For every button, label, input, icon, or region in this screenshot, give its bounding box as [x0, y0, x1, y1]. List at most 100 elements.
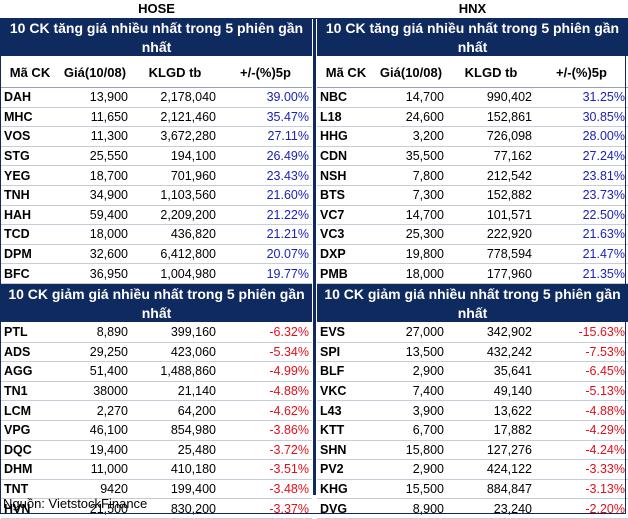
- change-cell: 20.07%: [219, 244, 312, 265]
- volume-cell: 101,571: [447, 205, 535, 226]
- change-cell: -3.48%: [219, 479, 312, 500]
- price-cell: 2,900: [375, 361, 447, 382]
- price-cell: 2,900: [375, 459, 447, 480]
- table-row: DVG 8,900 23,240 -2.20%: [317, 498, 628, 519]
- hose-gainers-table: Mã CK Giá(10/08) KLGD tb +/-(%)5p DAH 13,…: [1, 57, 312, 284]
- volume-cell: 199,400: [131, 479, 219, 500]
- price-cell: 35,500: [375, 146, 447, 167]
- change-cell: -5.34%: [219, 342, 312, 363]
- source-note: Nguồn: VietstockFinance: [3, 496, 148, 511]
- hose-panel: 10 CK tăng giá nhiều nhất trong 5 phiên …: [1, 18, 312, 519]
- stock-code: PMB: [317, 263, 375, 284]
- price-cell: 11,300: [59, 126, 131, 147]
- col-header-change: +/-(%)5p: [219, 57, 312, 88]
- stock-code: LCM: [1, 400, 59, 421]
- table-row: VC7 14,700 101,571 22.50%: [317, 205, 628, 226]
- change-cell: -2.20%: [535, 498, 628, 519]
- volume-cell: 884,847: [447, 479, 535, 500]
- table-row: TN1 38000 21,140 -4.88%: [1, 381, 312, 402]
- change-cell: 21.21%: [219, 224, 312, 245]
- volume-cell: 77,162: [447, 146, 535, 167]
- stock-code: BTS: [317, 185, 375, 206]
- col-header-code: Mã CK: [1, 57, 59, 88]
- table-row: SHN 15,800 127,276 -4.24%: [317, 440, 628, 461]
- column-divider: [313, 18, 316, 495]
- volume-cell: 152,861: [447, 107, 535, 128]
- change-cell: 26.49%: [219, 146, 312, 167]
- change-cell: 30.85%: [535, 107, 628, 128]
- change-cell: 23.73%: [535, 185, 628, 206]
- table-row: L18 24,600 152,861 30.85%: [317, 107, 628, 128]
- volume-cell: 177,960: [447, 263, 535, 284]
- volume-cell: 399,160: [131, 322, 219, 343]
- change-cell: 21.35%: [535, 263, 628, 284]
- change-cell: -3.37%: [219, 498, 312, 519]
- volume-cell: 436,820: [131, 224, 219, 245]
- volume-cell: 854,980: [131, 420, 219, 441]
- stock-code: KHG: [317, 479, 375, 500]
- table-row: AGG 51,400 1,488,860 -4.99%: [1, 361, 312, 382]
- volume-cell: 23,240: [447, 498, 535, 519]
- change-cell: -4.24%: [535, 440, 628, 461]
- price-cell: 7,300: [375, 185, 447, 206]
- table-row: STG 25,550 194,100 26.49%: [1, 146, 312, 167]
- volume-cell: 778,594: [447, 244, 535, 265]
- stock-code: PV2: [317, 459, 375, 480]
- price-cell: 14,700: [375, 87, 447, 108]
- stock-code: NSH: [317, 165, 375, 186]
- price-cell: 18,000: [59, 224, 131, 245]
- stock-code: STG: [1, 146, 59, 167]
- volume-cell: 152,882: [447, 185, 535, 206]
- price-cell: 11,650: [59, 107, 131, 128]
- change-cell: 21.47%: [535, 244, 628, 265]
- table-header-row: Mã CK Giá(10/08) KLGD tb +/-(%)5p: [1, 57, 312, 88]
- change-cell: 21.22%: [219, 205, 312, 226]
- table-row: KHG 15,500 884,847 -3.13%: [317, 479, 628, 500]
- volume-cell: 212,542: [447, 165, 535, 186]
- volume-cell: 2,209,200: [131, 205, 219, 226]
- volume-cell: 49,140: [447, 381, 535, 402]
- table-row: VPG 46,100 854,980 -3.86%: [1, 420, 312, 441]
- hose-label: HOSE: [138, 1, 175, 16]
- hnx-panel: 10 CK tăng giá nhiều nhất trong 5 phiên …: [317, 18, 628, 519]
- stock-code: MHC: [1, 107, 59, 128]
- table-row: TNT 9420 199,400 -3.48%: [1, 479, 312, 500]
- volume-cell: 432,242: [447, 342, 535, 363]
- volume-cell: 701,960: [131, 165, 219, 186]
- change-cell: -4.88%: [219, 381, 312, 402]
- change-cell: 23.43%: [219, 165, 312, 186]
- stock-code: DPM: [1, 244, 59, 265]
- volume-cell: 410,180: [131, 459, 219, 480]
- hnx-losers-title: 10 CK giảm giá nhiều nhất trong 5 phiên …: [317, 283, 628, 323]
- table-row: TCD 18,000 436,820 21.21%: [1, 224, 312, 245]
- price-cell: 34,900: [59, 185, 131, 206]
- volume-cell: 6,412,800: [131, 244, 219, 265]
- hose-gainers-title: 10 CK tăng giá nhiều nhất trong 5 phiên …: [1, 18, 312, 57]
- table-row: DAH 13,900 2,178,040 39.00%: [1, 87, 312, 108]
- volume-cell: 2,121,460: [131, 107, 219, 128]
- col-header-volume: KLGD tb: [131, 57, 219, 88]
- table-row: VC3 25,300 222,920 21.63%: [317, 224, 628, 245]
- change-cell: 21.60%: [219, 185, 312, 206]
- price-cell: 32,600: [59, 244, 131, 265]
- table-row: VKC 7,400 49,140 -5.13%: [317, 381, 628, 402]
- table-row: DHM 11,000 410,180 -3.51%: [1, 459, 312, 480]
- stock-code: PTL: [1, 322, 59, 343]
- price-cell: 11,000: [59, 459, 131, 480]
- volume-cell: 35,641: [447, 361, 535, 382]
- price-cell: 7,400: [375, 381, 447, 402]
- table-row: PTL 8,890 399,160 -6.32%: [1, 322, 312, 343]
- col-header-volume: KLGD tb: [447, 57, 535, 88]
- stock-code: L43: [317, 400, 375, 421]
- price-cell: 14,700: [375, 205, 447, 226]
- volume-cell: 424,122: [447, 459, 535, 480]
- change-cell: 23.81%: [535, 165, 628, 186]
- volume-cell: 1,488,860: [131, 361, 219, 382]
- price-cell: 29,250: [59, 342, 131, 363]
- volume-cell: 2,178,040: [131, 87, 219, 108]
- stock-code: DAH: [1, 87, 59, 108]
- table-row: L43 3,900 13,622 -4.88%: [317, 400, 628, 421]
- stock-code: BLF: [317, 361, 375, 382]
- table-row: BFC 36,950 1,004,980 19.77%: [1, 263, 312, 284]
- change-cell: -3.86%: [219, 420, 312, 441]
